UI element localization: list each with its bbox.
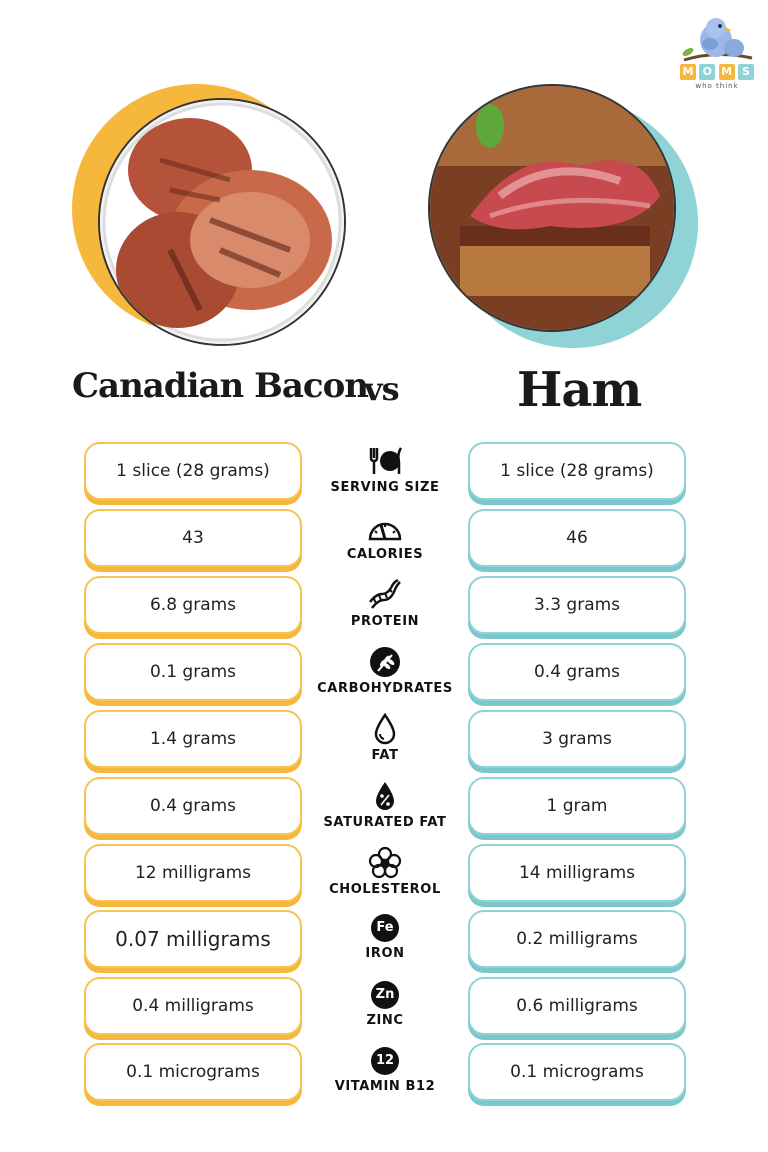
nutrient-protein: PROTEIN (312, 578, 458, 638)
nutrient-vitamin-b12: 12 VITAMIN B12 (312, 1045, 458, 1105)
right-value: 1 slice (28 grams) (468, 442, 686, 500)
right-value: 1 gram (468, 777, 686, 835)
moms-who-think-logo: M O M S who think (676, 14, 758, 94)
nutrient-label: PROTEIN (350, 614, 420, 629)
nutrient-label: ZINC (366, 1013, 404, 1028)
logo-letter: M (718, 64, 735, 80)
molecule-icon (368, 846, 402, 879)
left-value: 0.4 milligrams (84, 977, 302, 1035)
right-title: Ham (517, 362, 642, 418)
left-value: 0.1 micrograms (84, 1043, 302, 1101)
left-value: 6.8 grams (84, 576, 302, 634)
nutrient-label: VITAMIN B12 (334, 1079, 436, 1094)
iron-icon: Fe (371, 914, 399, 942)
nutrient-serving-size: SERVING SIZE (312, 444, 458, 504)
utensils-plate-icon (369, 447, 402, 474)
left-value: 0.07 milligrams (84, 910, 302, 968)
wheat-icon (370, 647, 400, 677)
vitamin-b12-icon: 12 (371, 1047, 399, 1075)
right-value: 0.4 grams (468, 643, 686, 701)
nutrient-label: SERVING SIZE (330, 480, 440, 495)
nutrient-saturated-fat: SATURATED FAT (312, 779, 458, 839)
nutrient-calories: CALORIES (312, 511, 458, 571)
nutrient-zinc: Zn ZINC (312, 979, 458, 1039)
right-value: 0.2 milligrams (468, 910, 686, 968)
right-value: 46 (468, 509, 686, 567)
left-value: 0.1 grams (84, 643, 302, 701)
logo-letter: M (680, 64, 696, 80)
nutrient-label: CARBOHYDRATES (317, 681, 453, 696)
nutrient-label: CALORIES (346, 547, 424, 562)
right-value: 3 grams (468, 710, 686, 768)
left-value: 1.4 grams (84, 710, 302, 768)
bird-icon (682, 18, 753, 62)
right-value: 0.1 micrograms (468, 1043, 686, 1101)
nutrient-cholesterol: CHOLESTEROL (312, 846, 458, 906)
left-title: Canadian Bacon (72, 366, 369, 406)
logo-letter: S (737, 64, 754, 80)
nutrient-label: IRON (365, 946, 405, 961)
left-value: 0.4 grams (84, 777, 302, 835)
logo-letter: O (699, 64, 716, 80)
left-value: 12 milligrams (84, 844, 302, 902)
gauge-icon (368, 522, 402, 541)
right-value: 0.6 milligrams (468, 977, 686, 1035)
nutrient-carbohydrates: CARBOHYDRATES (312, 645, 458, 705)
drop-icon (374, 712, 396, 745)
drop-percent-icon (376, 782, 394, 810)
ham-image (428, 84, 698, 354)
right-value: 14 milligrams (468, 844, 686, 902)
vs-label: vs (364, 370, 400, 408)
nutrient-iron: Fe IRON (312, 912, 458, 972)
left-value: 1 slice (28 grams) (84, 442, 302, 500)
nutrient-label: SATURATED FAT (323, 815, 447, 830)
left-value: 43 (84, 509, 302, 567)
right-value: 3.3 grams (468, 576, 686, 634)
nutrient-label: FAT (371, 748, 399, 763)
canadian-bacon-image (72, 84, 346, 354)
logo-tagline: who think (695, 82, 739, 90)
zinc-icon: Zn (371, 981, 399, 1009)
nutrient-fat: FAT (312, 712, 458, 772)
nutrient-label: CHOLESTEROL (329, 882, 441, 897)
dna-icon (369, 578, 401, 609)
